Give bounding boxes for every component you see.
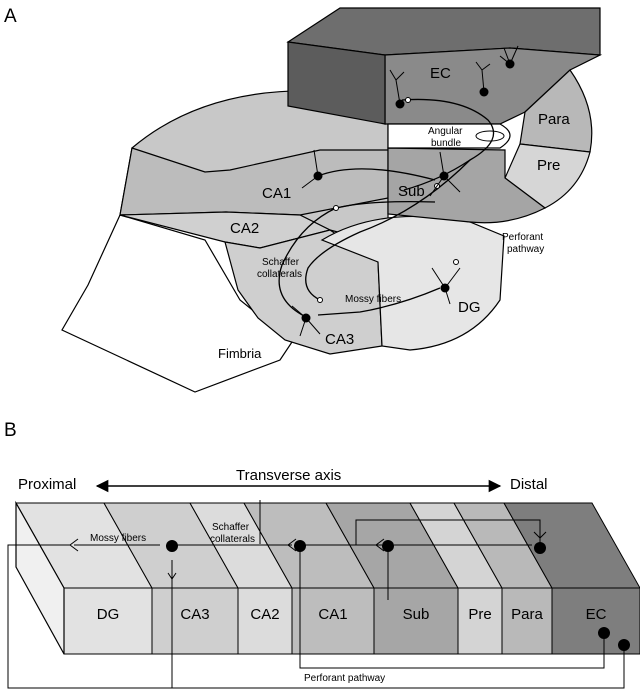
strip-label-pre: Pre	[468, 606, 491, 623]
label-mossy-a: Mossy fibers	[345, 294, 401, 305]
strip-label-ca2: CA2	[250, 606, 279, 623]
ca1-neuron-b	[294, 540, 306, 552]
fimbria-region	[61, 214, 293, 393]
strip-top-ec	[503, 502, 640, 589]
ec-side	[287, 41, 386, 125]
sub-region	[387, 147, 547, 224]
strip-label-para: Para	[511, 606, 543, 623]
dg-region	[320, 215, 505, 351]
axis-left-label: Proximal	[18, 476, 76, 493]
angular-pathway-wire	[401, 98, 495, 191]
ec-neuron-b-2	[598, 627, 610, 639]
ca3-region	[224, 229, 383, 355]
axis-right-label: Distal	[510, 476, 548, 493]
angular-bundle-ring	[475, 130, 505, 142]
label-pre: Pre	[537, 157, 560, 174]
ca3-terminal	[317, 297, 323, 303]
strip-left-side	[15, 500, 65, 655]
strip-label-dg: DG	[97, 606, 120, 623]
label-schaffer-1: Schaffer	[262, 257, 300, 268]
strip-label-ec: EC	[586, 606, 607, 623]
sub-terminal-b	[375, 538, 385, 552]
label-ec: EC	[430, 65, 451, 82]
label-perforant-b: Perforant pathway	[304, 673, 385, 684]
strip-front-para	[501, 587, 553, 655]
label-ca1: CA1	[262, 185, 291, 202]
panel-b: B Proximal Transverse axis Distal DG CA3 C…	[4, 420, 640, 689]
panel-a-label: A	[4, 6, 17, 27]
ca3-terminal-b	[167, 572, 177, 580]
circuit-wiring-b	[7, 500, 630, 689]
ec-terminal	[405, 97, 411, 103]
label-schaffer-2: collaterals	[257, 269, 302, 280]
sub-neuron-b	[382, 540, 394, 552]
strip-label-sub: Sub	[403, 606, 430, 623]
ca1-to-sub-wire	[317, 168, 436, 181]
strip-front-ca2	[237, 587, 293, 655]
strip-front-faces	[63, 587, 640, 655]
strip-front-dg	[63, 587, 153, 655]
label-perforant-2: pathway	[507, 244, 544, 255]
label-ca2: CA2	[230, 220, 259, 237]
strip-label-ca3: CA3	[180, 606, 209, 623]
perforant-pathway-wire	[305, 159, 471, 301]
label-ca3: CA3	[325, 331, 354, 348]
ca3-neuron-b	[166, 540, 178, 552]
label-mossy-b: Mossy fibers	[90, 533, 146, 544]
label-para: Para	[538, 111, 570, 128]
panel-a: A	[4, 6, 603, 393]
ec-neuron-b-1	[534, 542, 546, 554]
label-perforant-1: Perforant	[502, 232, 543, 243]
axis-title: Transverse axis	[236, 467, 341, 484]
ec-loop-wire-b	[355, 519, 541, 545]
strip-region-labels: DG CA3 CA2 CA1 Sub Pre Para EC	[97, 606, 607, 623]
ec-terminal-b	[533, 531, 547, 539]
angular-bundle	[387, 123, 511, 149]
strip-front-ca1	[291, 587, 375, 655]
perforant-wire-b	[7, 544, 625, 689]
ec-neuron-b-3	[618, 639, 630, 651]
label-fimbria: Fimbria	[218, 346, 262, 361]
dendrites-a	[291, 45, 519, 337]
label-angular-2: bundle	[431, 138, 461, 149]
schaffer-collaterals-wire	[278, 200, 436, 319]
mossy-terminal-b	[69, 538, 79, 552]
mossy-fibers-wire	[317, 287, 441, 316]
strip-label-ca1: CA1	[318, 606, 347, 623]
label-schaffer-b-1: Schaffer	[212, 522, 250, 533]
label-sub: Sub	[398, 183, 425, 200]
schaffer-terminal-b	[287, 538, 297, 552]
perforant-terminal	[453, 259, 459, 265]
label-dg: DG	[458, 299, 481, 316]
label-angular-1: Angular	[428, 126, 463, 137]
schaffer-terminal	[333, 205, 339, 211]
label-schaffer-b-2: collaterals	[210, 534, 255, 545]
panel-b-label: B	[4, 420, 17, 441]
